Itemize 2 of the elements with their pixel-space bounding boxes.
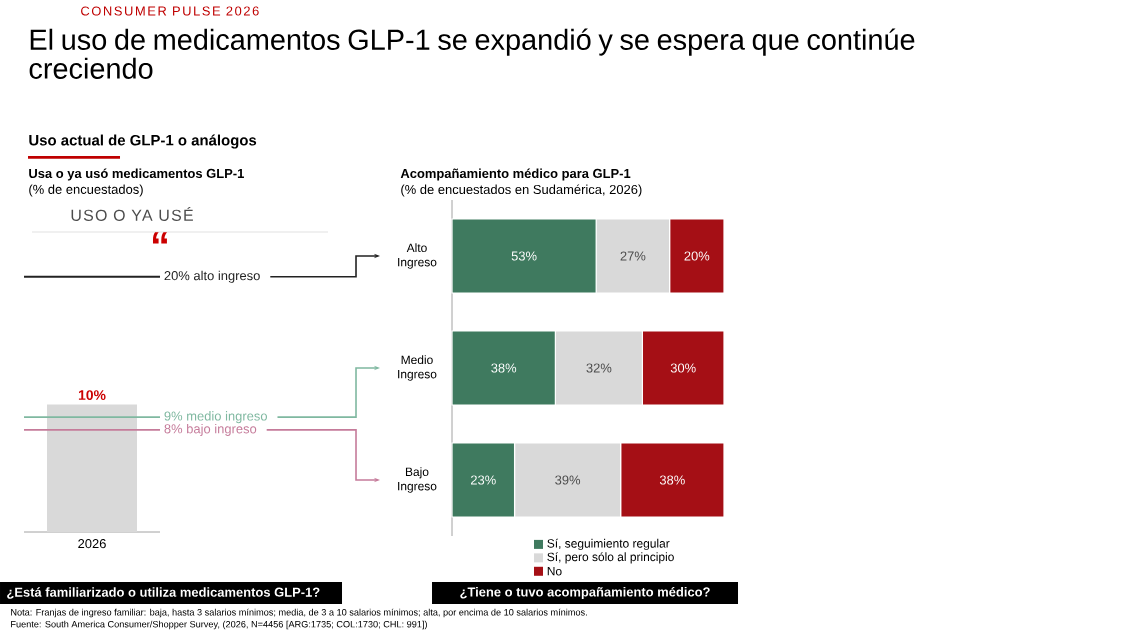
text: El uso de medicamentos GLP-1 se expandió y se espera que continúe creciendo [29, 28, 915, 79]
text: “ [152, 232, 168, 244]
